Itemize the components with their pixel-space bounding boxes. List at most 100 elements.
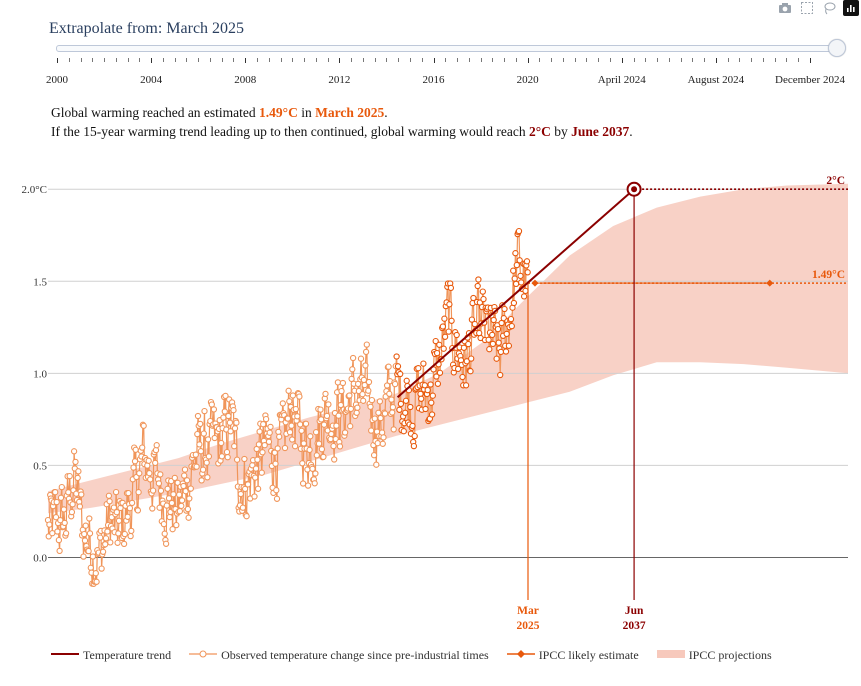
camera-icon[interactable] (777, 0, 793, 16)
observed-point (93, 578, 100, 585)
slider-minor-tick (174, 58, 176, 62)
observed-point (169, 526, 176, 533)
observed-point (420, 360, 427, 367)
observed-point (368, 427, 375, 434)
slider-minor-tick (209, 58, 211, 62)
observed-point (312, 429, 320, 436)
observed-point (178, 502, 185, 510)
observed-point (265, 438, 273, 445)
warming-chart[interactable]: 0.00.51.01.52.0°C19701980199020002010202… (0, 160, 861, 630)
observed-point (489, 340, 497, 348)
slider-minor-tick (480, 58, 482, 62)
observed-point (130, 464, 137, 471)
summary-line-2: If the 15-year warming trend leading up … (51, 122, 633, 141)
slider-minor-tick (80, 58, 82, 62)
slider-minor-tick (515, 58, 517, 62)
observed-point (336, 443, 344, 450)
observed-point (178, 497, 186, 504)
observed-point (262, 415, 270, 423)
observed-point (512, 250, 519, 257)
observed-point (415, 365, 422, 372)
plotly-logo[interactable] (843, 0, 859, 16)
observed-point (185, 514, 192, 521)
legend-item[interactable]: IPCC projections (656, 648, 772, 663)
observed-point (360, 397, 367, 404)
observed-point (292, 405, 299, 413)
observed-point (75, 468, 82, 475)
observed-point (299, 480, 307, 487)
observed-point (371, 415, 378, 422)
slider-rail[interactable] (56, 45, 840, 52)
observed-point (81, 530, 88, 538)
observed-point (497, 371, 504, 379)
observed-point (106, 498, 113, 505)
slider-tick (151, 58, 153, 63)
slider-minor-tick (492, 58, 494, 62)
slider-minor-tick (257, 58, 259, 62)
observed-point (503, 330, 510, 338)
lasso-icon[interactable] (821, 0, 837, 16)
observed-point (410, 442, 418, 450)
observed-point (385, 363, 392, 370)
observed-point (157, 487, 165, 494)
legend-item[interactable]: Temperature trend (51, 648, 171, 663)
observed-point (46, 521, 53, 528)
observed-point (254, 485, 262, 492)
slider-title: Extrapolate from: March 2025 (49, 20, 245, 37)
slider-tick-label: 2012 (328, 74, 351, 86)
observed-point (82, 522, 89, 529)
observed-point (386, 390, 393, 397)
observed-point (510, 299, 518, 307)
observed-point (258, 469, 265, 476)
slider-minor-tick (551, 58, 553, 62)
observed-point (353, 409, 360, 416)
observed-point (341, 429, 349, 436)
observed-point (60, 506, 68, 513)
observed-point (516, 257, 523, 264)
slider-ticks: 2000 2004 2008 2012 2016 2020 April 2024 August… (0, 58, 861, 88)
observed-point (164, 485, 171, 492)
slider-minor-tick (162, 58, 164, 62)
observed-point (394, 363, 402, 370)
observed-point (231, 425, 239, 432)
date-marker-year: 2037 (623, 620, 646, 630)
observed-point (113, 509, 120, 516)
observed-point (323, 412, 331, 420)
observed-point (86, 530, 94, 537)
observed-point (396, 406, 403, 413)
slider-minor-tick (221, 58, 223, 62)
observed-point (259, 449, 266, 456)
legend-item[interactable]: IPCC likely estimate (506, 647, 639, 663)
observed-point (335, 412, 342, 419)
legend-item[interactable]: Observed temperature change since pre-in… (189, 648, 489, 663)
observed-point (230, 407, 237, 414)
observed-point (200, 430, 207, 437)
observed-point (57, 517, 64, 524)
observed-point (165, 495, 173, 502)
slider-tick (57, 58, 58, 63)
slider-handle[interactable] (828, 39, 846, 57)
slider-minor-tick (139, 58, 141, 62)
select-box-icon[interactable] (799, 0, 815, 16)
slider-minor-tick (504, 58, 506, 62)
observed-point (470, 294, 477, 302)
observed-point (383, 382, 391, 389)
observed-point (354, 404, 361, 411)
observed-point (312, 470, 319, 477)
slider-tick-label: 2008 (234, 74, 257, 86)
observed-point (400, 428, 407, 435)
legend-label: IPCC likely estimate (538, 647, 639, 662)
observed-point (149, 487, 157, 494)
summary-line1-a: Global warming reached an estimated (51, 105, 260, 120)
observed-point (205, 453, 213, 460)
observed-point (502, 348, 510, 355)
ipcc-projection-band (48, 183, 848, 514)
observed-point (327, 435, 334, 443)
observed-point (368, 396, 376, 404)
observed-point (421, 382, 428, 389)
observed-point (441, 333, 449, 340)
slider-minor-tick (645, 58, 647, 62)
observed-point (168, 499, 176, 507)
observed-point (276, 433, 283, 440)
slider-minor-tick (233, 58, 235, 62)
